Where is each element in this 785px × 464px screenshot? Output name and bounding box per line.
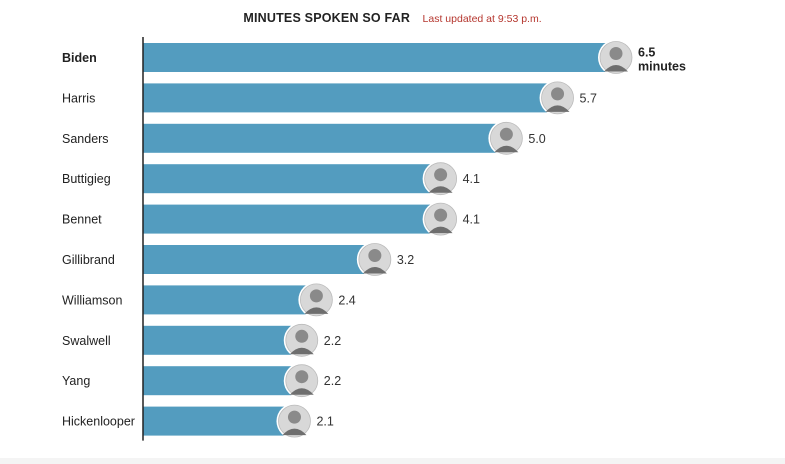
category-label-yang: Yang	[62, 374, 90, 388]
portrait-gillibrand-icon	[356, 241, 393, 278]
bar-bennet	[143, 204, 443, 234]
portrait-yang-icon	[283, 362, 320, 399]
category-label-harris: Harris	[62, 91, 95, 105]
category-label-sanders: Sanders	[62, 132, 109, 146]
category-label-williamson: Williamson	[62, 293, 122, 307]
bar-williamson	[143, 285, 319, 315]
portrait-bennet-icon	[422, 201, 459, 238]
value-label-buttigieg: 4.1	[463, 172, 480, 186]
category-label-gillibrand: Gillibrand	[62, 253, 115, 267]
value-label-swalwell: 2.2	[324, 334, 341, 348]
value-label-gillibrand: 3.2	[397, 253, 414, 267]
value-label-yang: 2.2	[324, 374, 341, 388]
unit-label: minutes	[638, 60, 686, 74]
value-label-hickenlooper: 2.1	[316, 415, 333, 429]
bar-yang	[143, 366, 304, 396]
category-label-bennet: Bennet	[62, 213, 102, 227]
bar-sanders	[143, 123, 509, 153]
portrait-swalwell-icon	[283, 322, 320, 359]
portrait-sanders-icon	[488, 120, 525, 157]
portrait-buttigieg-icon	[422, 160, 459, 197]
value-label-williamson: 2.4	[338, 293, 355, 307]
bar-swalwell	[143, 325, 304, 355]
bar-buttigieg	[143, 164, 443, 194]
category-label-biden: Biden	[62, 51, 97, 65]
value-label-harris: 5.7	[580, 91, 597, 105]
category-label-buttigieg: Buttigieg	[62, 172, 111, 186]
bar-hickenlooper	[143, 406, 297, 436]
portrait-williamson-icon	[298, 281, 335, 318]
value-label-sanders: 5.0	[528, 132, 545, 146]
footer-band	[0, 458, 785, 464]
value-label-biden: 6.5	[638, 46, 655, 60]
category-label-swalwell: Swalwell	[62, 334, 111, 348]
portrait-biden-icon	[598, 39, 634, 76]
portrait-hickenlooper-icon	[276, 403, 313, 440]
value-label-bennet: 4.1	[463, 213, 480, 227]
bar-biden	[143, 43, 618, 72]
bar-gillibrand	[143, 245, 377, 274]
bar-harris	[143, 83, 560, 113]
chart-title: MINUTES SPOKEN SO FAR	[243, 11, 411, 25]
portrait-harris-icon	[539, 79, 576, 116]
chart-header: MINUTES SPOKEN SO FAR Last updated at 9:…	[0, 9, 785, 27]
last-updated-label: Last updated at 9:53 p.m.	[422, 13, 542, 25]
category-label-hickenlooper: Hickenlooper	[62, 415, 135, 429]
